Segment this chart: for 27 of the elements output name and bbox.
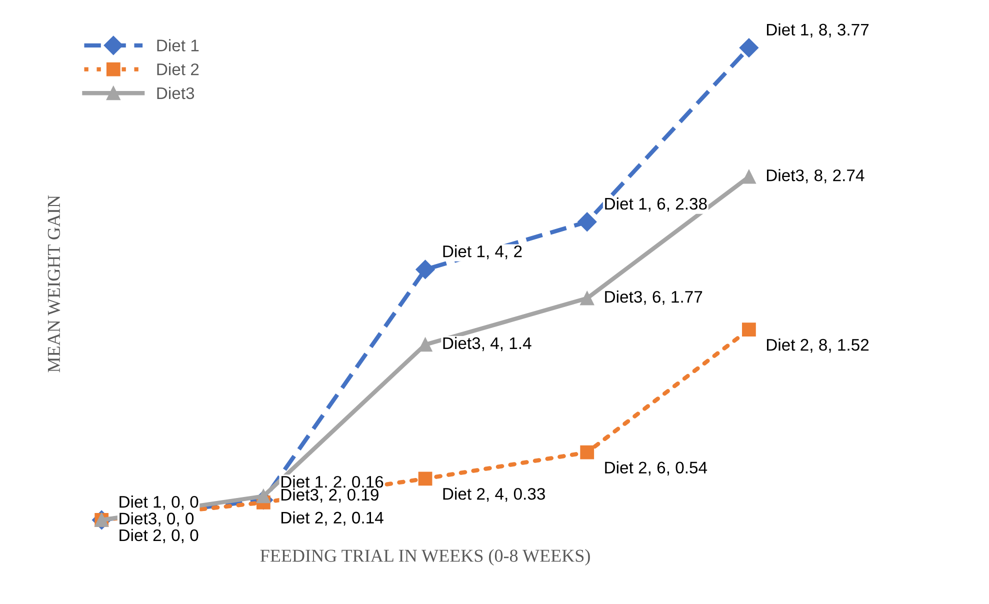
data-label: Diet 1, 6, 2.38 [605,197,707,212]
data-label: Diet3, 2, 0.19 [281,488,378,503]
point [739,38,758,58]
point [580,445,594,460]
point [580,291,594,306]
y-axis-title: MEAN WEIGHT GAIN [48,195,60,372]
point [578,212,597,232]
data-label: Diet 2, 8, 1.52 [766,338,869,353]
data-label: Diet 1, 4, 2 [443,245,522,260]
point [742,322,756,337]
x-axis-title: FEEDING TRIAL IN WEEKS (0-8 WEEKS) [260,549,590,566]
data-label: Diet 1, 0, 0 [120,496,198,510]
data-label: Diet3, 6, 1.77 [605,290,702,305]
point [416,260,435,280]
legend-label: Diet3 [157,86,194,100]
data-label: Diet 2, 0, 0 [120,528,198,544]
data-label: Diet 1, 8, 3.77 [766,23,869,38]
data-label: Diet 2, 2, 0.14 [281,511,384,526]
data-label: Diet3, 8, 2.74 [766,169,864,184]
point [742,170,756,184]
data-label: Diet3, 4, 1.4 [443,336,532,352]
data-label: Diet3, 0, 0 [120,512,194,526]
data-label: Diet 2, 6, 0.54 [605,461,708,476]
point [418,472,432,486]
legend-label: Diet 1 [157,39,199,52]
legend-label: Diet 2 [157,63,199,76]
data-label: Diet 2, 4, 0.33 [443,488,545,502]
